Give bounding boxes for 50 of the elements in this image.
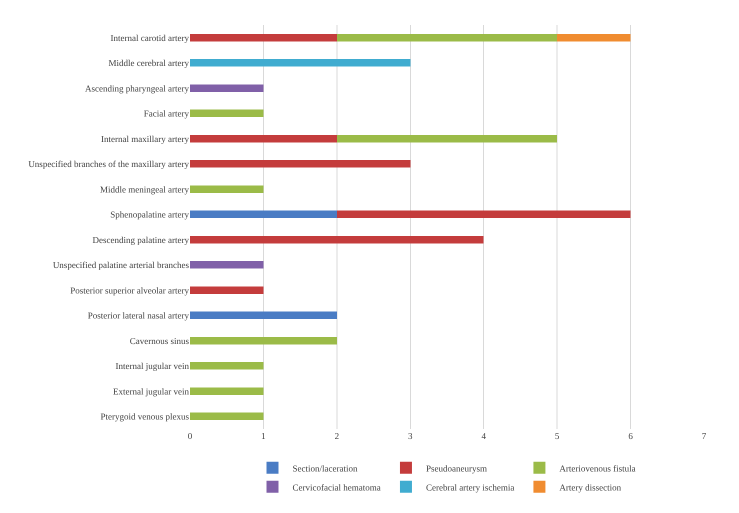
y-tick-label: Unspecified branches of the maxillary artery [28, 159, 190, 170]
y-tick-label: Facial artery [144, 108, 190, 119]
legend-label: Section/laceration [292, 463, 358, 474]
bar [190, 362, 264, 370]
x-tick-label: 2 [334, 431, 340, 441]
bar [190, 160, 410, 168]
y-tick-label: Ascending pharyngeal artery [85, 83, 190, 94]
y-tick-label: Unspecified palatine arterial branches [52, 260, 190, 270]
y-tick-label: Middle cerebral artery [108, 58, 190, 68]
bar [190, 210, 337, 218]
bar [336, 34, 558, 42]
bar [190, 261, 264, 269]
x-tick-label: 0 [188, 431, 193, 441]
bar [190, 236, 484, 244]
legend-label: Cervicofacial hematoma [292, 482, 381, 492]
bar [190, 110, 264, 118]
bar [190, 336, 337, 344]
y-tick-label: Cavernous sinus [130, 336, 190, 346]
x-tick-label: 7 [702, 431, 707, 441]
y-tick-label: Internal maxillary artery [101, 134, 190, 144]
y-tick-label: Sphenopalatine artery [110, 210, 190, 220]
x-tick-label: 1 [261, 431, 266, 441]
bar [190, 84, 264, 92]
y-tick-label: Internal carotid artery [110, 32, 190, 43]
bar [190, 312, 337, 320]
bar [190, 286, 264, 294]
bar [190, 412, 264, 420]
x-tick-label: 4 [481, 431, 486, 441]
x-tick-label: 3 [408, 431, 414, 441]
x-tick-label: 6 [628, 431, 634, 441]
y-tick-label: Pterygoid venous plexus [100, 412, 190, 422]
bar [190, 387, 264, 395]
bar [336, 134, 558, 142]
bar [190, 34, 337, 42]
y-tick-label: Posterior lateral nasal artery [88, 310, 190, 321]
y-tick-label: Internal jugular vein [116, 361, 190, 372]
y-tick-label: Middle meningeal artery [100, 184, 190, 194]
legend-label: Pseudoaneurysm [426, 463, 487, 474]
legend-label: Cerebral artery ischemia [426, 482, 514, 492]
y-tick-label: Posterior superior alveolar artery [70, 285, 190, 296]
y-tick-label: Descending palatine artery [92, 234, 190, 245]
legend-label: Artery dissection [559, 482, 622, 492]
y-tick-label: External jugular vein [113, 386, 190, 396]
bar [190, 185, 264, 193]
x-tick-label: 5 [554, 431, 560, 441]
bar [190, 134, 337, 142]
legend-label: Arteriovenous fistula [559, 463, 636, 474]
bar [190, 59, 410, 67]
bar [336, 210, 631, 218]
bar [557, 34, 631, 42]
